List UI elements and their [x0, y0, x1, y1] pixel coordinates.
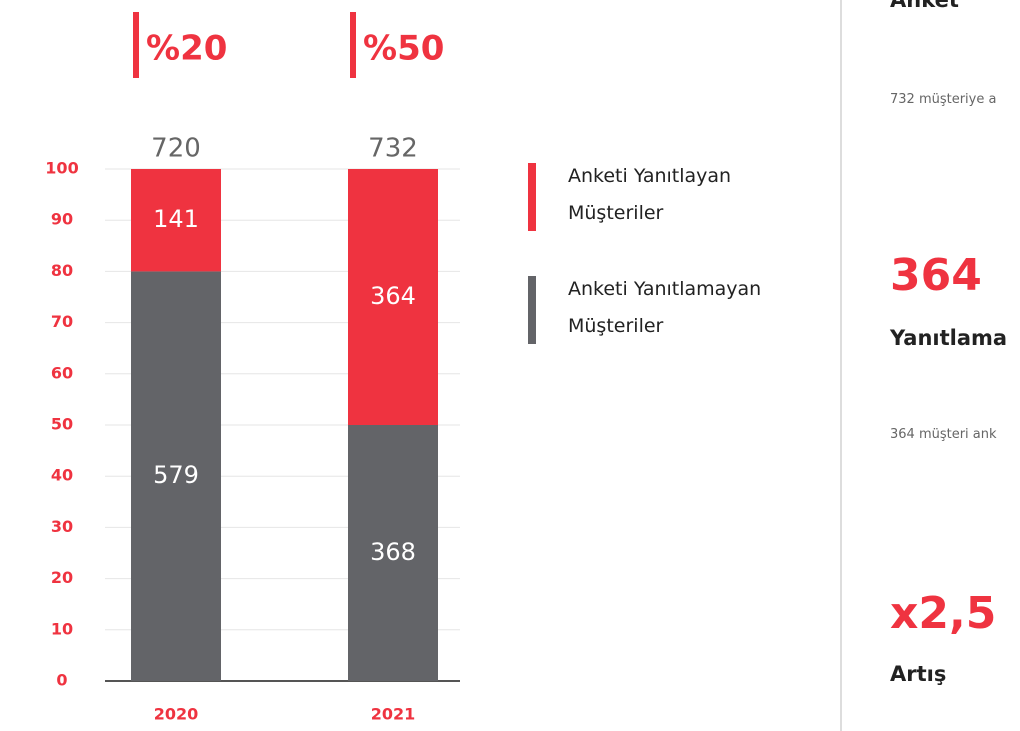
legend-label: Anketi Yanıtlayan Müşteriler [568, 165, 732, 224]
legend-swatch [528, 163, 536, 231]
y-tick-label: 100 [45, 159, 78, 178]
bar-segment [131, 271, 221, 681]
side-panel: Anket 732 müşteriye a 364 Yanıtlama 364 … [840, 0, 1020, 731]
panel-label: Artış [890, 662, 947, 686]
chart: 0 10 20 30 40 50 60 70 80 90 100 579 141 720 %20 2020 36… [45, 12, 460, 724]
y-tick-label: 90 [51, 210, 73, 229]
bar-segment [348, 425, 438, 681]
y-tick-label: 0 [56, 671, 67, 690]
x-tick-label: 2021 [371, 705, 416, 724]
total-label: 732 [368, 134, 418, 164]
panel-stat: x2,5 [890, 588, 997, 639]
y-tick-label: 80 [51, 261, 73, 280]
y-tick-label: 10 [51, 619, 73, 638]
share-marker [350, 12, 356, 78]
panel-label: Yanıtlama [890, 326, 1008, 350]
x-tick-label: 2020 [154, 705, 199, 724]
segment-label: 364 [370, 282, 416, 310]
share-marker [133, 12, 139, 78]
share-label: %20 [146, 29, 227, 69]
segment-label: 368 [370, 538, 416, 566]
y-tick-label: 40 [51, 466, 73, 485]
bar-segment [131, 169, 221, 272]
segment-label: 579 [153, 461, 199, 489]
total-label: 720 [151, 134, 201, 164]
panel-stat: 364 [890, 250, 982, 301]
y-tick-label: 60 [51, 363, 73, 382]
y-tick-label: 50 [51, 415, 73, 434]
legend-swatch [528, 276, 536, 344]
segment-label: 141 [153, 205, 199, 233]
panel-heading: Anket [890, 0, 959, 12]
panel-note: 364 müşteri ank [890, 427, 997, 442]
panel-note: 732 müşteriye a [890, 92, 997, 107]
y-tick-label: 20 [51, 568, 73, 587]
y-tick-label: 70 [51, 312, 73, 331]
legend-label: Anketi Yanıtlamayan Müşteriler [568, 278, 762, 337]
bar-segment [348, 169, 438, 425]
share-label: %50 [363, 29, 444, 69]
y-tick-label: 30 [51, 517, 73, 536]
